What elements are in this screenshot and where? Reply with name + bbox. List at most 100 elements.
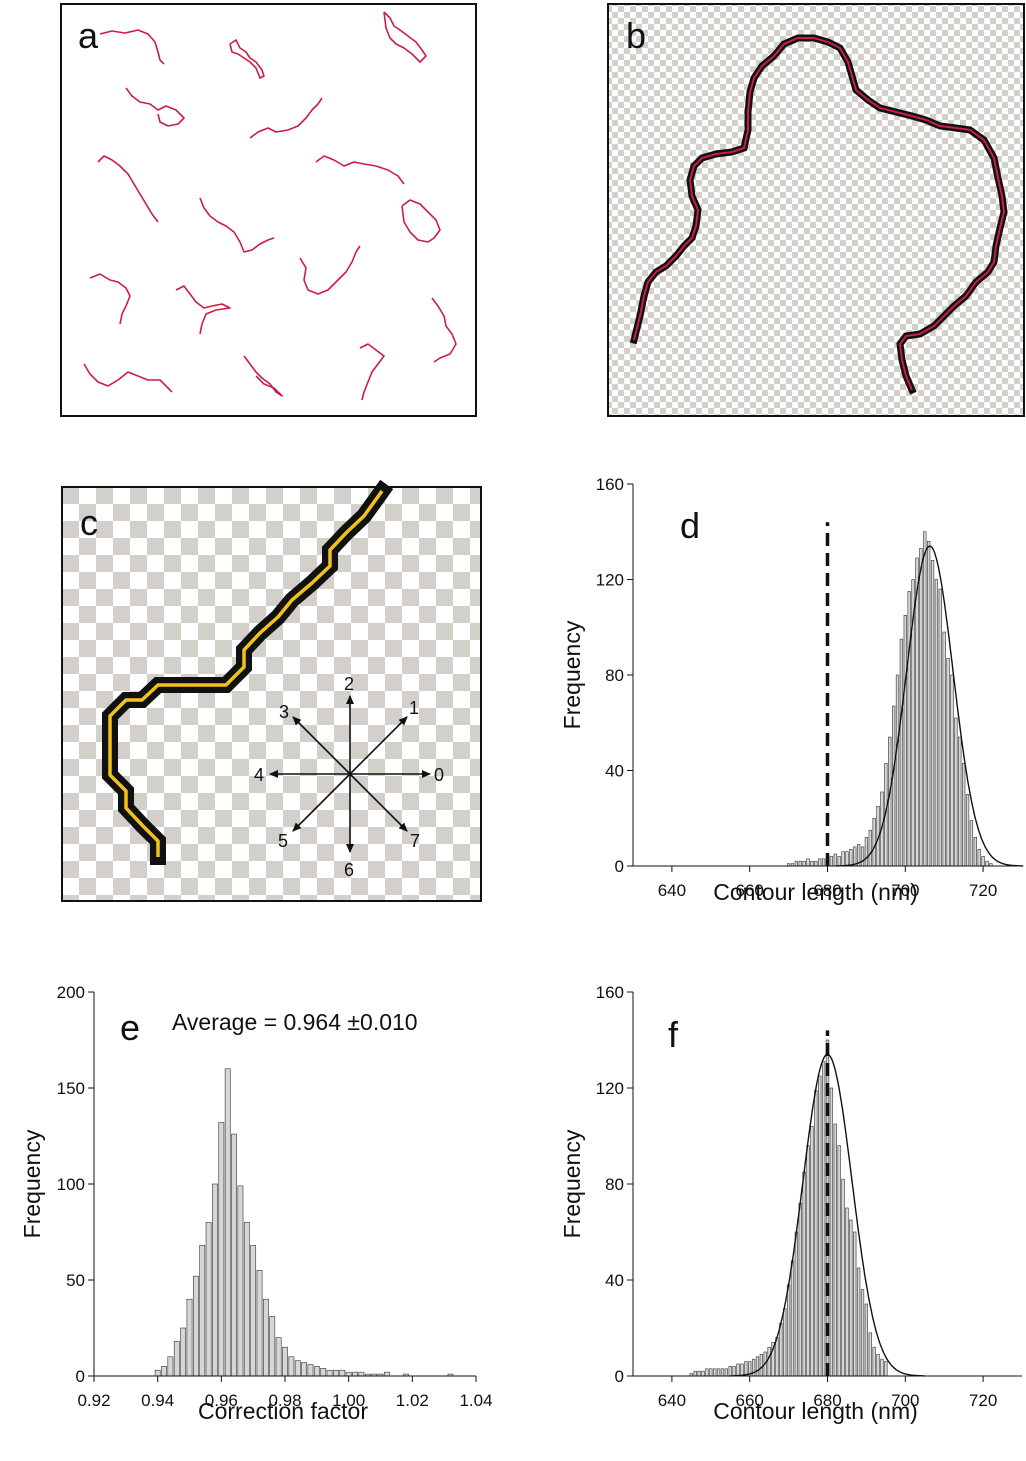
histogram-bar: [779, 1322, 783, 1377]
x-tick-label: 0.96: [205, 1391, 238, 1410]
histogram-bar: [205, 1222, 212, 1377]
histogram-bar: [282, 1346, 288, 1377]
histogram-bar: [860, 1289, 865, 1377]
panel-f-histogram: 640 660 680 700 720 0 40 80 120 160 Contour length…: [559, 983, 1022, 1424]
x-tick-label: 680: [813, 1391, 841, 1410]
direction-label-2: 2: [344, 674, 354, 694]
y-tick-label: 40: [605, 762, 624, 781]
average-annotation: Average = 0.964 ±0.010: [172, 1009, 418, 1035]
histogram-bar: [333, 1369, 339, 1377]
direction-label-4: 4: [254, 765, 264, 785]
histogram-bar: [899, 638, 904, 867]
x-tick-label: 680: [813, 881, 841, 900]
histogram-bar: [693, 1370, 697, 1377]
histogram-bar: [841, 851, 845, 867]
histogram-bar: [810, 1126, 814, 1377]
histogram-bar: [853, 1231, 857, 1377]
histogram-bar: [818, 858, 822, 867]
histogram-bar: [383, 1371, 390, 1377]
histogram-bar: [845, 851, 849, 867]
histogram-bar: [767, 1346, 771, 1377]
histogram-bar: [864, 837, 869, 867]
histogram-bar: [814, 860, 818, 867]
x-tick-label: 700: [891, 881, 919, 900]
x-tick-label: 1.00: [332, 1391, 365, 1410]
histogram-bar: [888, 736, 892, 867]
histogram-bar: [339, 1369, 346, 1377]
y-tick-label: 160: [596, 475, 624, 494]
histogram-bar: [167, 1356, 174, 1377]
y-tick-label: 150: [57, 1079, 85, 1098]
histogram-bar: [880, 1358, 884, 1377]
x-tick-label: 1.04: [459, 1391, 492, 1410]
x-tick-label: 0.98: [268, 1391, 301, 1410]
panel-d-label: d: [680, 505, 700, 546]
y-tick-label: 40: [605, 1271, 624, 1290]
histogram-bar: [868, 829, 872, 867]
histogram-bar: [919, 548, 923, 867]
histogram-bar: [891, 705, 896, 867]
x-tick-label: 1.02: [396, 1391, 429, 1410]
histogram-bar: [720, 1368, 725, 1377]
histogram-bar: [345, 1371, 352, 1377]
histogram-bar: [864, 1303, 869, 1377]
histogram-bar: [231, 1133, 237, 1377]
histogram-bar: [269, 1316, 276, 1377]
histogram-bar: [212, 1183, 218, 1377]
histogram-bar: [180, 1327, 187, 1377]
histogram-bar: [926, 540, 931, 867]
y-tick-label: 100: [57, 1175, 85, 1194]
histogram-bar: [173, 1341, 180, 1377]
histogram-bar: [981, 856, 985, 867]
histogram-bar: [829, 1087, 834, 1377]
histogram-bar: [224, 1068, 231, 1377]
histogram-bar: [872, 1346, 876, 1377]
histogram-bar: [218, 1122, 225, 1377]
histogram-bar: [755, 1356, 760, 1377]
histogram-bar: [950, 674, 954, 867]
histogram-bar: [930, 560, 935, 867]
histogram-bar: [845, 1207, 849, 1377]
y-axis-label: Frequency: [559, 1129, 585, 1238]
histogram-bar: [958, 736, 962, 867]
direction-label-3: 3: [279, 702, 289, 722]
histogram-bar: [821, 1061, 826, 1377]
x-axis-label: Contour length (nm): [713, 1398, 918, 1424]
histogram-bar: [358, 1371, 365, 1377]
histogram-bar: [288, 1356, 295, 1377]
y-axis-label: Frequency: [19, 1129, 45, 1238]
x-tick-label: 0.92: [77, 1391, 110, 1410]
histogram-bar: [728, 1366, 732, 1377]
x-tick-label: 720: [969, 881, 997, 900]
panel-b-label: b: [626, 15, 646, 56]
panel-e-label: e: [120, 1007, 140, 1048]
histogram-bar: [923, 531, 927, 867]
histogram-bar: [837, 856, 841, 867]
histogram-bar: [802, 860, 806, 867]
histogram-bar: [895, 674, 900, 867]
direction-label-0: 0: [434, 765, 444, 785]
histogram-bar: [853, 846, 857, 867]
histogram-bar: [985, 860, 989, 867]
histogram-bar: [969, 820, 974, 867]
histogram-bar: [307, 1364, 314, 1377]
histogram-bar: [973, 837, 977, 867]
x-axis-label: Contour length (nm): [713, 879, 918, 905]
y-tick-label: 200: [57, 983, 85, 1002]
y-tick-label: 80: [605, 1175, 624, 1194]
histogram-bar: [275, 1337, 282, 1377]
x-tick-label: 720: [969, 1391, 997, 1410]
histogram-bar: [821, 858, 826, 867]
histogram-bar: [802, 1171, 806, 1377]
histogram-bar: [938, 588, 942, 867]
histogram-bar: [775, 1337, 779, 1377]
histogram-bar: [250, 1245, 257, 1377]
histogram-bar: [759, 1354, 764, 1377]
histogram-bar: [794, 860, 799, 867]
y-tick-label: 80: [605, 666, 624, 685]
histogram-bar: [199, 1245, 206, 1377]
histogram-bar: [705, 1368, 709, 1377]
histogram-bar: [837, 1145, 841, 1377]
histogram-bar: [161, 1366, 167, 1377]
